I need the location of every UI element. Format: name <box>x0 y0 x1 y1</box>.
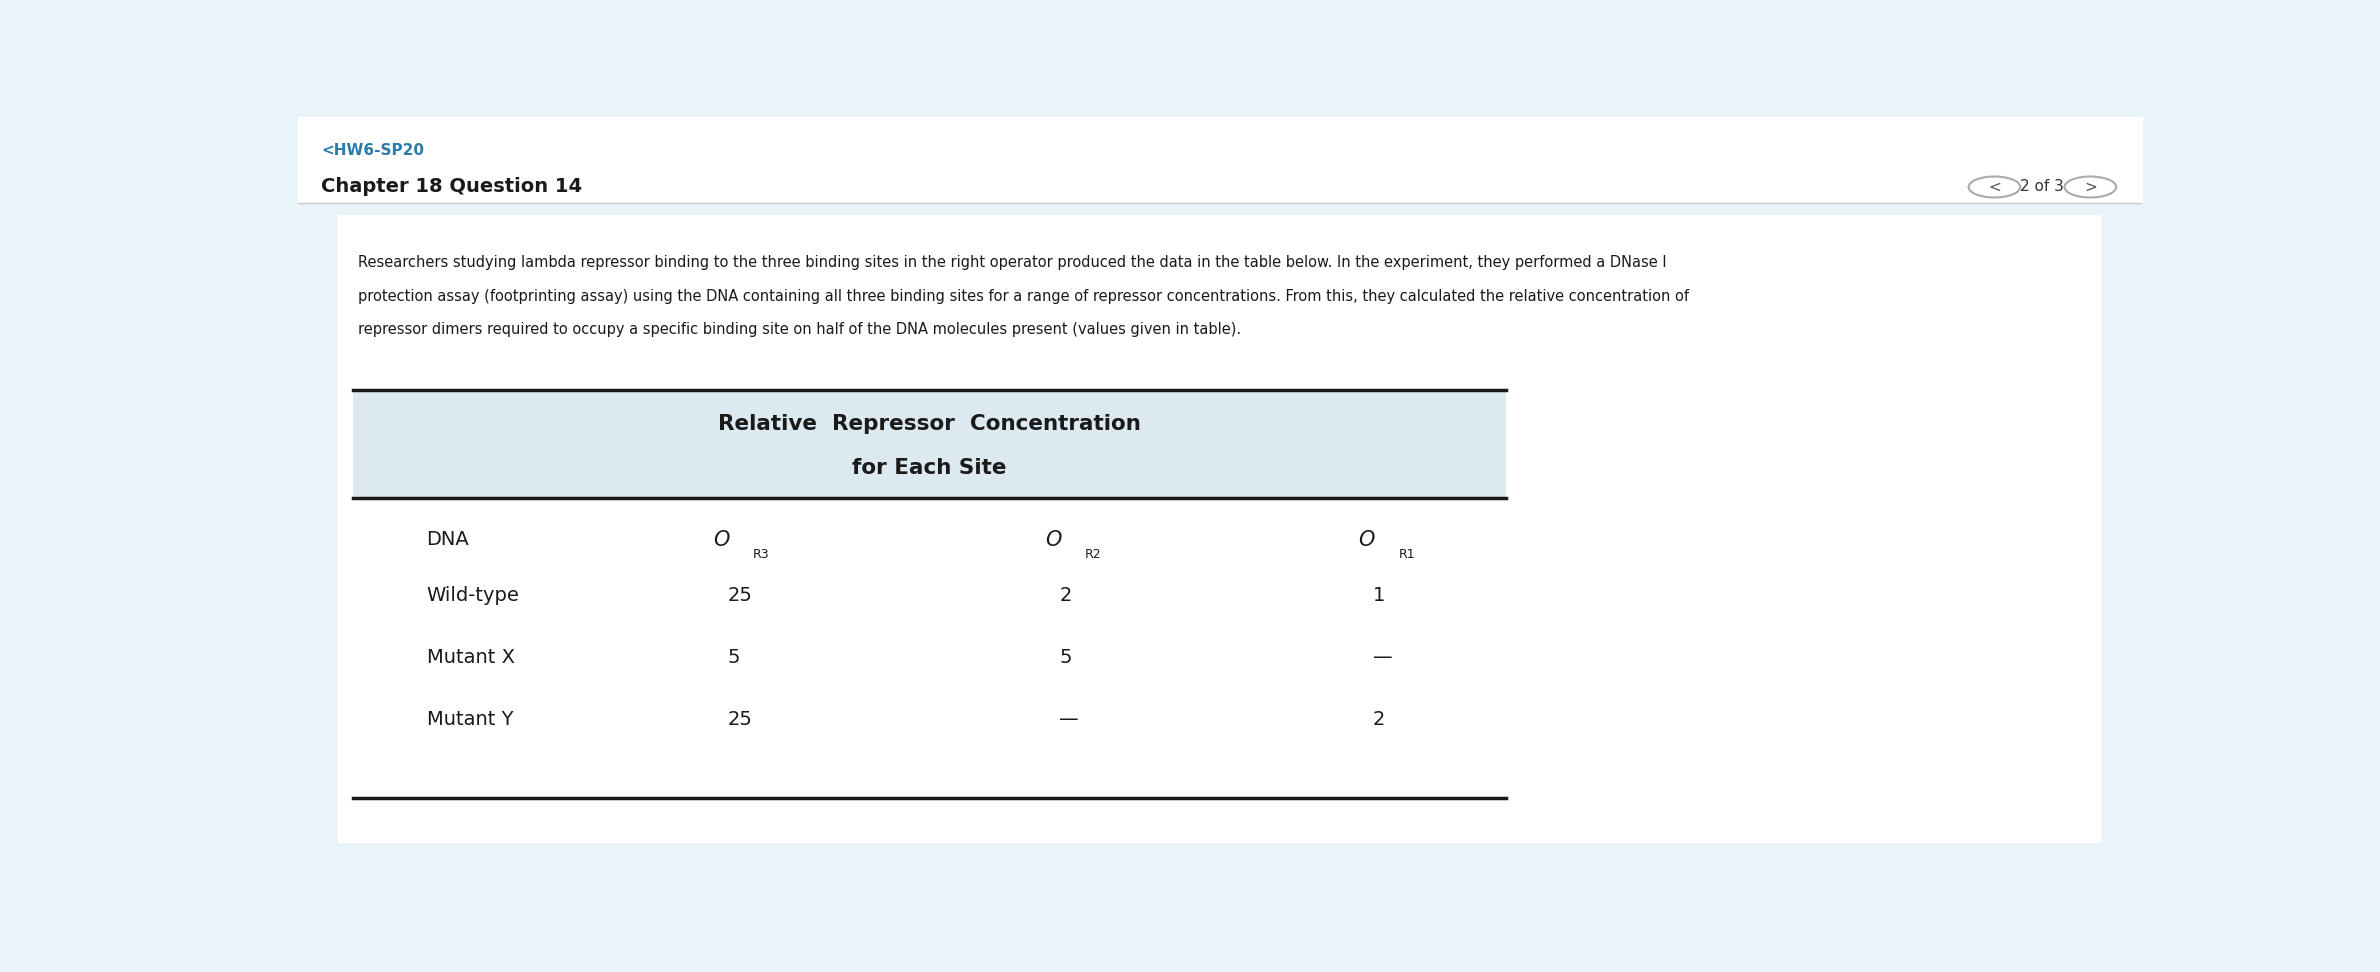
Text: repressor dimers required to occupy a specific binding site on half of the DNA m: repressor dimers required to occupy a sp… <box>359 323 1242 337</box>
Text: Relative  Repressor  Concentration: Relative Repressor Concentration <box>719 413 1140 434</box>
Text: Mutant Y: Mutant Y <box>426 710 514 729</box>
Circle shape <box>2063 177 2116 197</box>
Text: R2: R2 <box>1085 548 1102 561</box>
Text: Mutant X: Mutant X <box>426 647 514 667</box>
Text: DNA: DNA <box>426 530 469 549</box>
Circle shape <box>1968 177 2021 197</box>
FancyBboxPatch shape <box>352 390 1507 499</box>
Text: protection assay (footprinting assay) using the DNA containing all three binding: protection assay (footprinting assay) us… <box>359 289 1690 304</box>
FancyBboxPatch shape <box>326 210 2113 850</box>
Text: $O$: $O$ <box>1045 530 1061 549</box>
Text: R1: R1 <box>1399 548 1416 561</box>
Text: 25: 25 <box>728 710 752 729</box>
Text: $O$: $O$ <box>712 530 731 549</box>
Text: >: > <box>2085 180 2097 194</box>
Text: 5: 5 <box>1059 647 1071 667</box>
Text: 1: 1 <box>1373 586 1385 606</box>
Text: Wild-type: Wild-type <box>426 586 519 606</box>
Text: 2 of 3: 2 of 3 <box>2021 180 2063 194</box>
Text: 5: 5 <box>728 647 740 667</box>
FancyBboxPatch shape <box>338 216 2102 843</box>
Text: R3: R3 <box>752 548 769 561</box>
Text: 25: 25 <box>728 586 752 606</box>
Text: Chapter 18 Question 14: Chapter 18 Question 14 <box>321 178 583 196</box>
Text: <HW6-SP20: <HW6-SP20 <box>321 143 424 157</box>
Text: 2: 2 <box>1373 710 1385 729</box>
Text: Researchers studying lambda repressor binding to the three binding sites in the : Researchers studying lambda repressor bi… <box>359 255 1666 270</box>
Text: —: — <box>1373 647 1392 667</box>
Text: —: — <box>1059 710 1078 729</box>
Text: 2: 2 <box>1059 586 1071 606</box>
Text: for Each Site: for Each Site <box>852 459 1007 478</box>
Text: <: < <box>1987 180 2002 194</box>
FancyBboxPatch shape <box>352 499 1507 798</box>
Text: $O$: $O$ <box>1359 530 1376 549</box>
